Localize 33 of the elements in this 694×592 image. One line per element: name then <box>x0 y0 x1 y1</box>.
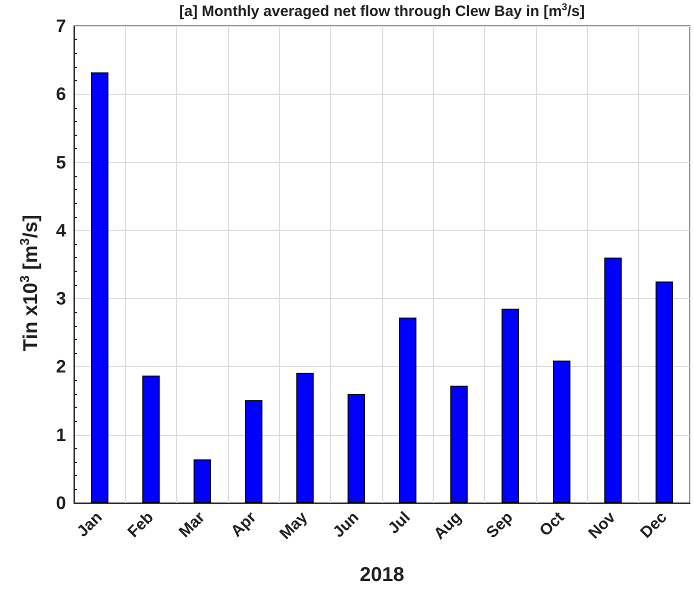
bar <box>604 258 622 503</box>
y-tick-label: 3 <box>56 288 66 309</box>
y-tick-label: 6 <box>56 84 66 104</box>
bar <box>296 372 314 503</box>
bar <box>194 459 212 503</box>
bar <box>656 282 674 503</box>
x-tick-label: Nov <box>586 508 620 542</box>
x-axis-title: 2018 <box>360 564 404 586</box>
x-tick-label: Oct <box>536 508 568 540</box>
bar <box>348 394 366 503</box>
x-tick-label: Apr <box>228 508 260 540</box>
x-tick-label: Feb <box>124 508 158 542</box>
y-tick-label: 1 <box>56 424 66 445</box>
y-tick-label: 4 <box>56 220 66 240</box>
x-tick-label: Dec <box>638 508 670 542</box>
x-tick-label: Mar <box>176 508 208 542</box>
bar <box>502 308 520 503</box>
x-tick-label: Jun <box>330 508 362 542</box>
y-tick-label: 7 <box>56 16 66 36</box>
x-tick-label: Sep <box>484 508 516 542</box>
bar <box>90 72 108 503</box>
y-tick-label: 0 <box>56 493 66 513</box>
bar <box>450 386 468 503</box>
bar <box>552 360 570 503</box>
x-tick-label: Jul <box>385 508 414 538</box>
bar <box>142 376 160 503</box>
bar <box>244 400 262 503</box>
bar <box>398 318 416 503</box>
chart-title: [a] Monthly averaged net flow through Clew Bay in [m$^{3}$/s] <box>178 2 586 20</box>
x-tick-label: Jan <box>74 508 106 540</box>
y-tick-label: 5 <box>56 152 66 172</box>
x-tick-label: Aug <box>431 508 466 543</box>
y-tick-label: 2 <box>56 356 66 377</box>
